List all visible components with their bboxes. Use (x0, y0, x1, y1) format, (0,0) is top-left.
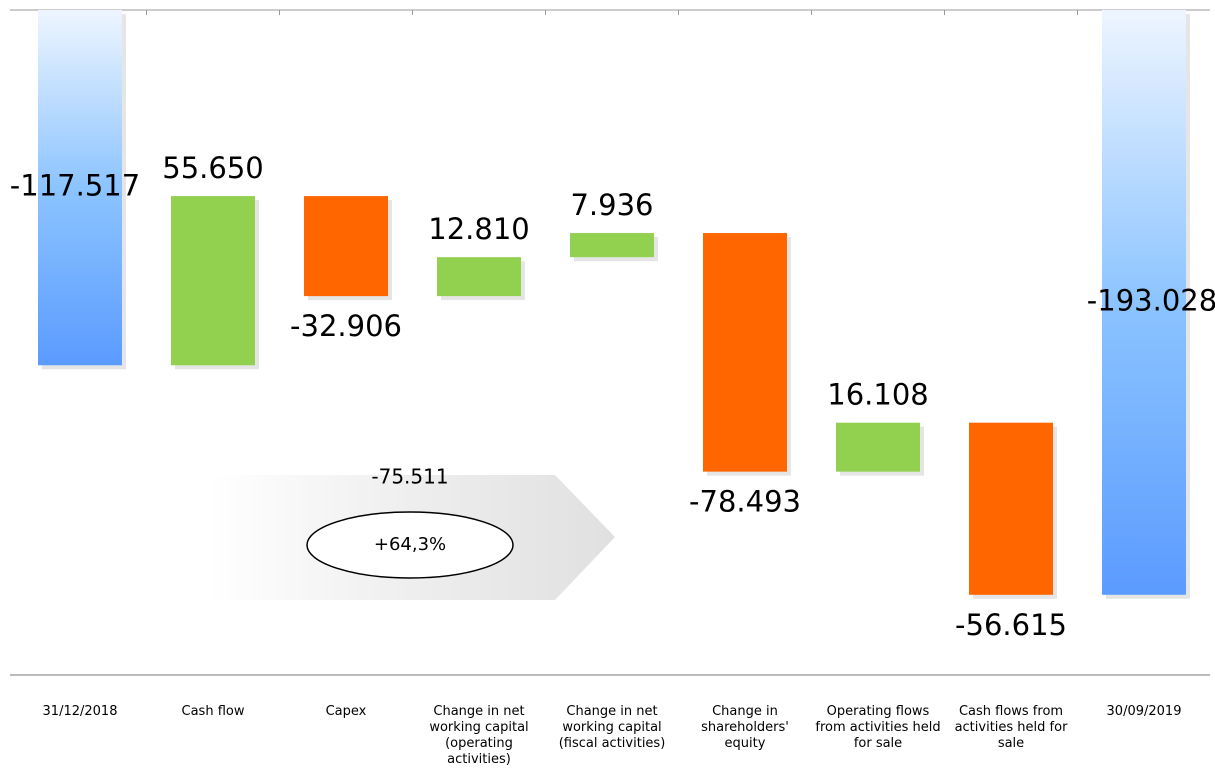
bar (171, 196, 255, 366)
total-bar (38, 10, 122, 366)
annotation: -75.511 (371, 465, 448, 489)
value-label: 55.650 (162, 151, 263, 185)
bar (703, 233, 787, 472)
x-tick-label: Capex (325, 704, 367, 719)
value-label: -193.028 (1087, 283, 1215, 317)
bar (969, 422, 1053, 595)
x-tick-label: Cash flows from activities held for sale (954, 704, 1068, 751)
x-tick-label: 31/12/2018 (42, 704, 118, 719)
value-label: -56.615 (955, 608, 1067, 642)
x-tick-label: Cash flow (181, 704, 245, 719)
value-label: 16.108 (827, 378, 928, 412)
x-tick-label: Operating flows from activities held for… (815, 704, 941, 751)
value-label: -32.906 (290, 309, 402, 343)
value-label: -117.517 (10, 169, 140, 203)
x-tick-label: Change in shareholders' equity (701, 704, 789, 751)
bar (437, 257, 521, 297)
value-label: 12.810 (428, 212, 529, 246)
x-tick-label: Change in net working capital (fiscal ac… (558, 704, 666, 751)
bar (304, 196, 388, 297)
ellipse (306, 511, 514, 579)
bar (836, 422, 920, 472)
x-tick-label: 30/09/2019 (1106, 704, 1182, 719)
x-tick-label: Change in net working capital (operating… (429, 704, 529, 767)
total-bar (1102, 10, 1186, 595)
value-label: 7.936 (570, 188, 653, 222)
annotation: +64,3% (374, 534, 446, 555)
value-label: -78.493 (689, 485, 801, 519)
bar (570, 233, 654, 258)
